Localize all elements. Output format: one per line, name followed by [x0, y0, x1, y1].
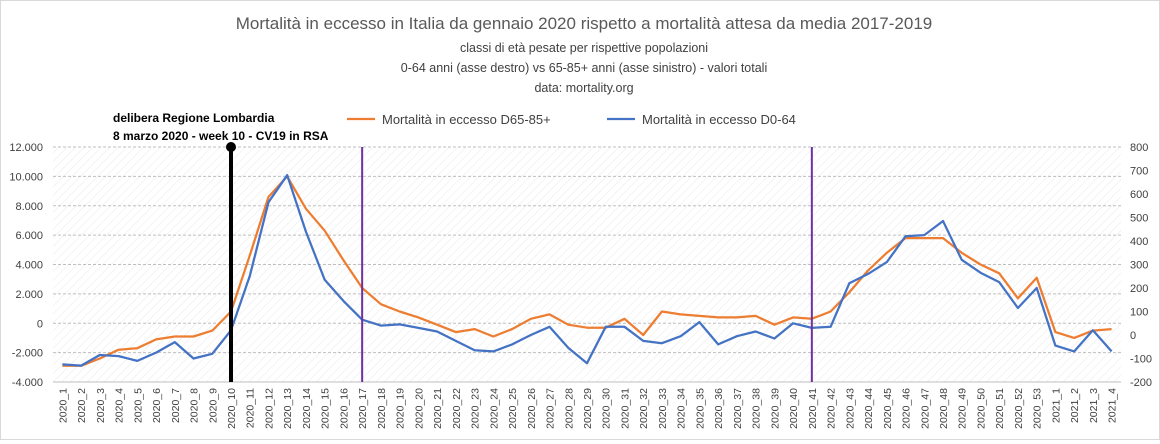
x-axis-tick-label: 2020_15 — [320, 388, 332, 429]
right-axis-tick-label: 600 — [1130, 189, 1148, 201]
x-axis-tick-label: 2021_4 — [1107, 388, 1119, 423]
right-axis-tick-label: 100 — [1130, 307, 1148, 319]
x-axis-tick-label: 2020_12 — [263, 388, 275, 429]
chart-subtitle-1: classi di età pesate per rispettive popo… — [460, 41, 708, 55]
x-axis-tick-label: 2020_24 — [488, 388, 500, 429]
x-axis-tick-label: 2020_39 — [769, 388, 781, 429]
right-axis-tick-label: 700 — [1130, 166, 1148, 178]
x-axis-tick-label: 2020_29 — [582, 388, 594, 429]
legend-label-d65: Mortalità in eccesso D65-85+ — [382, 112, 551, 127]
series-layer — [62, 174, 1113, 367]
x-axis-tick-label: 2020_14 — [301, 388, 313, 429]
x-axis-tick-label: 2020_47 — [919, 388, 931, 429]
x-axis-tick-label: 2020_16 — [338, 388, 350, 429]
right-axis-ticks: -200 -100 0 100 200 300 400 500 600 700 800 — [1130, 142, 1152, 389]
left-axis-ticks: -4.000 -2.000 0 2.000 4.000 6.000 8.000 10.000 1… — [9, 142, 43, 389]
legend-item-d0: Mortalità in eccesso D0-64 — [607, 112, 796, 127]
legend: Mortalità in eccesso D65-85+ Mortalità i… — [347, 112, 796, 127]
vertical-markers: delibera Regione Lombardia 8 marzo 2020 -… — [113, 111, 813, 382]
right-axis-tick-label: -200 — [1130, 377, 1152, 389]
x-axis-tick-label: 2020_17 — [357, 388, 369, 429]
x-axis-tick-label: 2020_20 — [413, 388, 425, 429]
left-axis-tick-label: 0 — [37, 318, 43, 330]
delibera-marker-dot — [226, 142, 236, 152]
left-axis-tick-label: 8.000 — [15, 201, 43, 213]
x-axis-tick-label: 2020_37 — [732, 388, 744, 429]
x-axis-tick-label: 2020_32 — [638, 388, 650, 429]
x-axis-tick-label: 2020_42 — [826, 388, 838, 429]
x-axis-tick-label: 2020_3 — [95, 388, 107, 423]
x-axis-ticks: 2020_1 2020_2 2020_3 2020_4 2020_5 2020_6 2020… — [57, 388, 1118, 429]
right-axis-tick-label: 500 — [1130, 213, 1148, 225]
x-axis-tick-label: 2020_45 — [882, 388, 894, 429]
x-axis-tick-label: 2020_9 — [207, 388, 219, 423]
chart-title: Mortalità in eccesso in Italia da gennai… — [236, 14, 933, 33]
x-axis-tick-label: 2020_10 — [226, 388, 238, 429]
x-axis-tick-label: 2020_7 — [170, 388, 182, 423]
right-axis-tick-label: 200 — [1130, 283, 1148, 295]
delibera-annotation-line: delibera Regione Lombardia — [113, 111, 275, 125]
x-axis-tick-label: 2020_49 — [957, 388, 969, 429]
right-axis-tick-label: -100 — [1130, 354, 1152, 366]
x-axis-tick-label: 2020_22 — [451, 388, 463, 429]
x-axis-tick-label: 2020_2 — [76, 388, 88, 423]
delibera-annotation-line: 8 marzo 2020 - week 10 - CV19 in RSA — [113, 129, 329, 143]
x-axis-tick-label: 2020_46 — [901, 388, 913, 429]
x-axis-tick-label: 2021_1 — [1050, 388, 1062, 423]
x-axis-tick-label: 2020_13 — [282, 388, 294, 429]
x-axis-tick-label: 2020_51 — [994, 388, 1006, 429]
x-axis-tick-label: 2020_23 — [470, 388, 482, 429]
right-axis-tick-label: 400 — [1130, 236, 1148, 248]
x-axis-tick-label: 2020_5 — [132, 388, 144, 423]
x-axis-tick-label: 2020_43 — [844, 388, 856, 429]
right-axis-tick-label: 800 — [1130, 142, 1148, 154]
chart-subtitle-2: 0-64 anni (asse destro) vs 65-85+ anni (… — [401, 61, 768, 75]
x-axis-tick-label: 2020_53 — [1032, 388, 1044, 429]
legend-label-d0: Mortalità in eccesso D0-64 — [642, 112, 796, 127]
x-axis-tick-label: 2020_19 — [395, 388, 407, 429]
left-axis-tick-label: 12.000 — [9, 142, 43, 154]
x-axis-tick-label: 2020_34 — [676, 388, 688, 429]
x-axis-tick-label: 2021_2 — [1069, 388, 1081, 423]
legend-item-d65: Mortalità in eccesso D65-85+ — [347, 112, 551, 127]
x-axis-tick-label: 2020_50 — [975, 388, 987, 429]
x-axis-tick-label: 2020_48 — [938, 388, 950, 429]
x-axis-tick-label: 2020_8 — [189, 388, 201, 423]
left-axis-tick-label: 6.000 — [15, 230, 43, 242]
x-axis-tick-label: 2020_4 — [114, 388, 126, 423]
x-axis-tick-label: 2020_1 — [57, 388, 69, 423]
x-axis-tick-label: 2020_11 — [245, 388, 257, 428]
right-axis-tick-label: 0 — [1130, 330, 1136, 342]
x-axis-tick-label: 2020_30 — [601, 388, 613, 429]
x-axis-tick-label: 2020_40 — [788, 388, 800, 429]
x-axis-tick-label: 2020_18 — [376, 388, 388, 429]
x-axis-tick-label: 2020_33 — [657, 388, 669, 429]
series-line-d65-85 — [62, 175, 1112, 367]
x-axis-tick-label: 2020_27 — [545, 388, 557, 429]
x-axis-tick-label: 2020_31 — [619, 388, 631, 429]
x-axis-tick-label: 2020_26 — [526, 388, 538, 429]
x-axis-tick-label: 2020_28 — [563, 388, 575, 429]
right-axis-tick-label: 300 — [1130, 260, 1148, 272]
x-axis-tick-label: 2021_3 — [1088, 388, 1100, 423]
left-axis-tick-label: -2.000 — [12, 348, 43, 360]
x-axis-tick-label: 2020_6 — [151, 388, 163, 423]
chart-subtitle-3: data: mortality.org — [534, 81, 633, 95]
x-axis-tick-label: 2020_44 — [863, 388, 875, 429]
left-axis-tick-label: 2.000 — [15, 289, 43, 301]
left-axis-tick-label: 4.000 — [15, 260, 43, 272]
x-axis-tick-label: 2020_41 — [807, 388, 819, 429]
x-axis-tick-label: 2020_36 — [713, 388, 725, 429]
left-axis-tick-label: 10.000 — [9, 171, 43, 183]
x-axis-tick-label: 2020_21 — [432, 388, 444, 429]
x-axis-tick-label: 2020_52 — [1013, 388, 1025, 429]
x-axis-tick-label: 2020_25 — [507, 388, 519, 429]
left-axis-tick-label: -4.000 — [12, 377, 43, 389]
series-line-d0-64 — [62, 174, 1113, 367]
x-axis-tick-label: 2020_35 — [694, 388, 706, 429]
x-axis-tick-label: 2020_38 — [751, 388, 763, 429]
